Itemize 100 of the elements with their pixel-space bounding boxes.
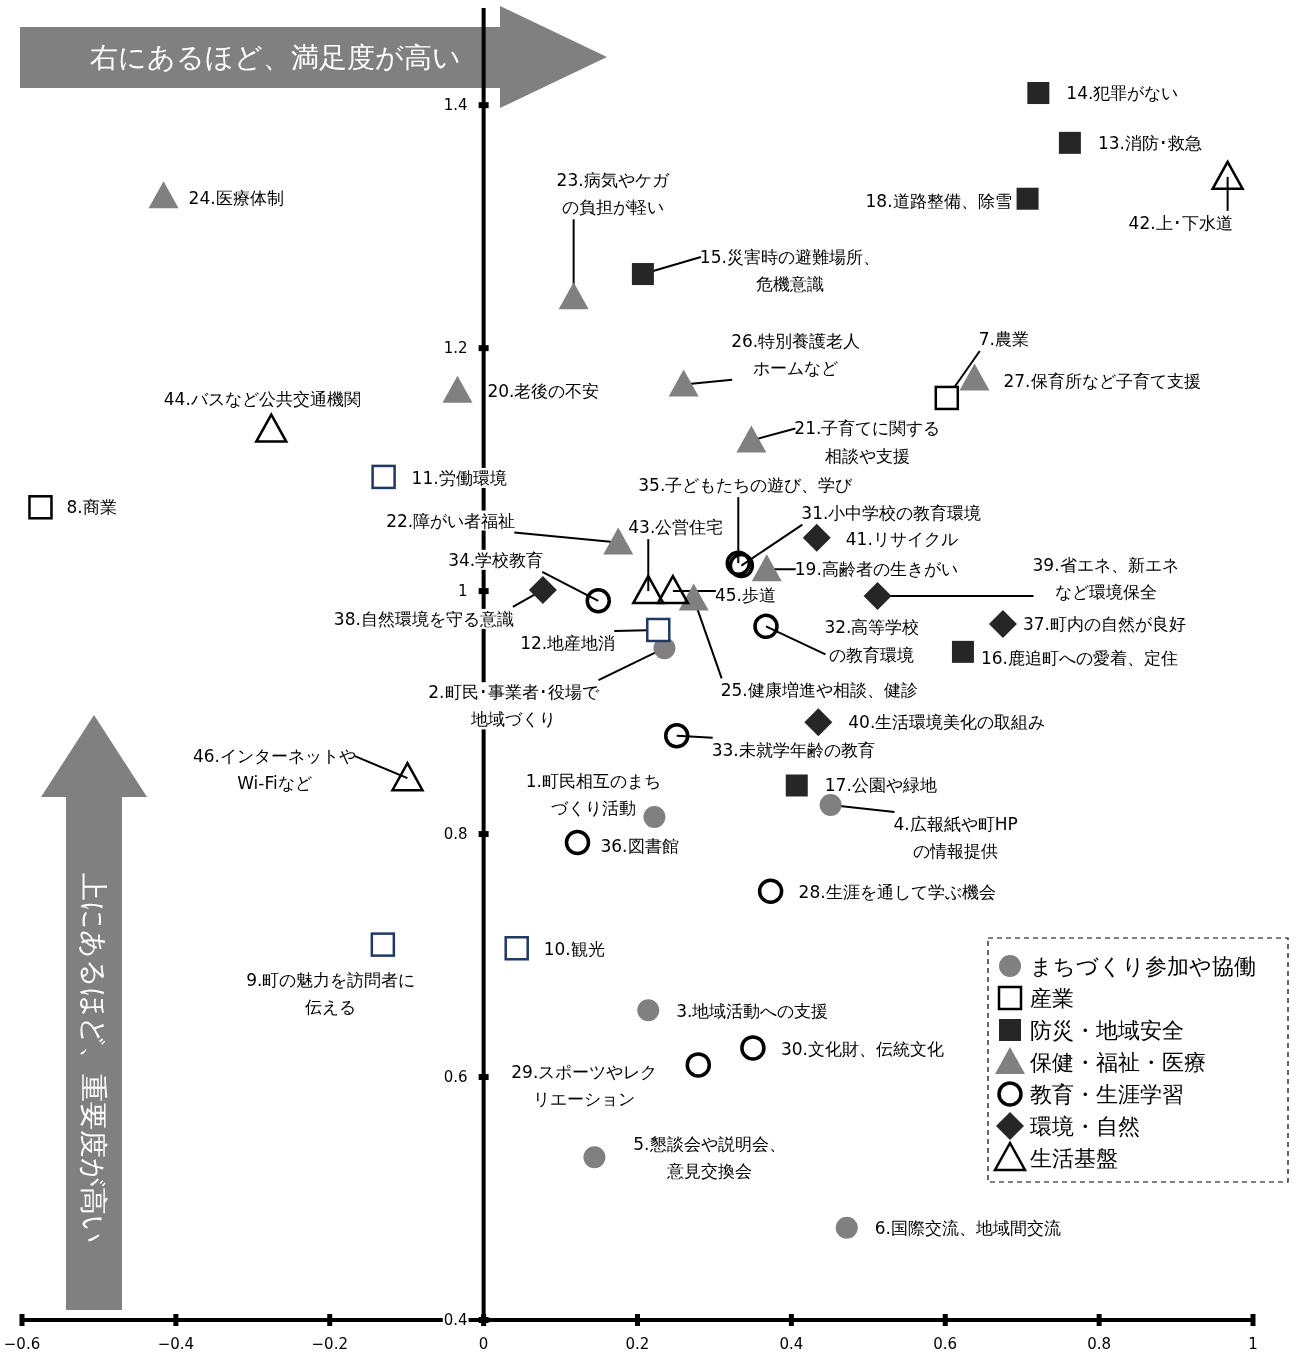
point <box>583 1146 606 1169</box>
point <box>863 581 892 610</box>
annotation: 34.学校教育 <box>448 549 544 570</box>
point <box>631 263 654 286</box>
annotation: 上にあるほど、重要度が高い <box>77 872 111 1244</box>
annotation: 39.省エネ、新エネなど環境保全 <box>1032 554 1179 603</box>
y-tick-label: 1.4 <box>443 96 468 115</box>
legend-label: 生活基盤 <box>1030 1145 1118 1171</box>
point <box>757 878 784 904</box>
annotation: 4.広報紙や町HPの情報提供 <box>893 813 1018 862</box>
point <box>564 829 591 856</box>
annotation: 5.懇談会や説明会、意見交換会 <box>633 1134 786 1182</box>
point <box>646 617 671 643</box>
point <box>959 363 990 391</box>
annotation: 25.健康増進や相談、健診 <box>720 680 918 701</box>
y-tick-label: 1.2 <box>443 339 468 358</box>
x-tick-label: −0.6 <box>3 1335 41 1353</box>
annotation: 31.小中学校の教育環境 <box>801 502 982 523</box>
annotation: 18.道路整備、除雪 <box>865 190 1012 211</box>
legend-label: まちづくり参加や協働 <box>1030 953 1256 979</box>
annotation: 14.犯罪がない <box>1066 83 1179 104</box>
annotation: 26.特別養護老人ホームなど <box>731 330 861 378</box>
annotation: 1.町民相互のまちづくり活動 <box>525 771 662 819</box>
point <box>934 385 960 411</box>
point <box>663 722 690 749</box>
point <box>802 523 831 552</box>
annotation: 9.町の魅力を訪問者に伝える <box>246 969 416 1017</box>
annotation: 28.生涯を通して学ぶ機会 <box>798 882 996 903</box>
point <box>371 464 396 490</box>
point <box>804 708 833 737</box>
annotation: 11.労働環境 <box>411 467 507 488</box>
annotation: 23.病気やケガの負担が軽い <box>556 170 670 218</box>
x-tick-label: −0.2 <box>311 1335 348 1353</box>
annotation: 44.バスなど公共交通機関 <box>163 388 361 409</box>
point <box>1211 160 1244 191</box>
point <box>951 640 974 663</box>
annotation: 24.医療体制 <box>188 188 284 209</box>
point <box>558 282 589 310</box>
legend-label: 防災・地域安全 <box>1030 1017 1184 1043</box>
point <box>643 806 666 829</box>
x-tick-label: −0.4 <box>157 1335 195 1353</box>
annotation: 15.災害時の避難場所、危機意識 <box>699 247 880 295</box>
point <box>528 575 557 604</box>
annotation: 20.老後の不安 <box>487 380 600 401</box>
annotation: 7.農業 <box>978 328 1030 349</box>
point <box>668 369 699 397</box>
point <box>835 1216 858 1239</box>
point <box>751 554 782 582</box>
annotation: 右にあるほど、満足度が高い <box>89 40 461 74</box>
annotation: 37.町内の自然が良好 <box>1022 613 1186 634</box>
annotation: 2.町民･事業者･役場で地域づくり <box>428 682 600 730</box>
annotation: 29.スポーツやレクリエーション <box>511 1061 658 1110</box>
x-tick-label: 0.2 <box>625 1335 650 1353</box>
annotation: 30.文化財、伝統文化 <box>780 1038 944 1059</box>
annotation: 12.地産地消 <box>520 632 616 653</box>
point <box>585 588 612 614</box>
annotation: 33.未就学年齢の教育 <box>711 739 875 760</box>
legend-label: 環境・自然 <box>1030 1113 1140 1139</box>
point <box>1058 131 1081 154</box>
x-tick-label: 0.6 <box>933 1335 958 1353</box>
annotation: 27.保育所など子育て支援 <box>1003 370 1201 391</box>
point <box>148 181 179 209</box>
annotation: 16.鹿追町への愛着、定住 <box>980 647 1178 668</box>
annotation: 35.子どもたちの遊び、学び <box>638 475 854 496</box>
annotation: 46.インターネットやWi-Fiなど <box>192 746 356 794</box>
point <box>819 793 842 816</box>
point <box>740 1035 766 1061</box>
point <box>988 609 1017 638</box>
point <box>753 613 779 640</box>
point <box>656 574 690 605</box>
legend-label: 産業 <box>1030 985 1074 1011</box>
point <box>678 583 709 611</box>
annotation: 38.自然環境を守る意識 <box>333 608 514 629</box>
annotation: 42.上･下水道 <box>1128 212 1233 233</box>
annotation: 36.図書館 <box>600 835 679 856</box>
point <box>632 574 665 605</box>
point <box>1027 82 1050 105</box>
y-tick-label: 0.8 <box>443 825 468 844</box>
annotation: 3.地域活動への支援 <box>676 1001 829 1022</box>
y-tick-label: 0.6 <box>443 1068 468 1087</box>
annotation: 8.商業 <box>66 497 117 518</box>
y-tick-label: 1 <box>458 582 468 601</box>
point <box>442 375 473 403</box>
point <box>637 999 660 1022</box>
annotation: 13.消防･救急 <box>1097 132 1202 153</box>
annotation: 43.公営住宅 <box>628 517 724 538</box>
point <box>504 936 529 961</box>
annotation: 21.子育てに関する相談や支援 <box>794 418 941 466</box>
point <box>370 932 396 957</box>
annotation: 19.高齢者の生きがい <box>794 559 958 580</box>
legend-label: 保健・福祉・医療 <box>1030 1049 1206 1075</box>
x-tick-label: 1 <box>1248 1335 1258 1353</box>
legend-label: 教育・生涯学習 <box>1030 1081 1184 1107</box>
annotation: 45.歩道 <box>714 585 776 606</box>
point <box>255 413 288 443</box>
annotation: 6.国際交流、地域間交流 <box>874 1217 1061 1238</box>
point <box>785 774 808 797</box>
point <box>28 495 53 520</box>
annotation: 17.公園や緑地 <box>824 775 937 796</box>
annotation: 22.障がい者福祉 <box>386 510 516 531</box>
